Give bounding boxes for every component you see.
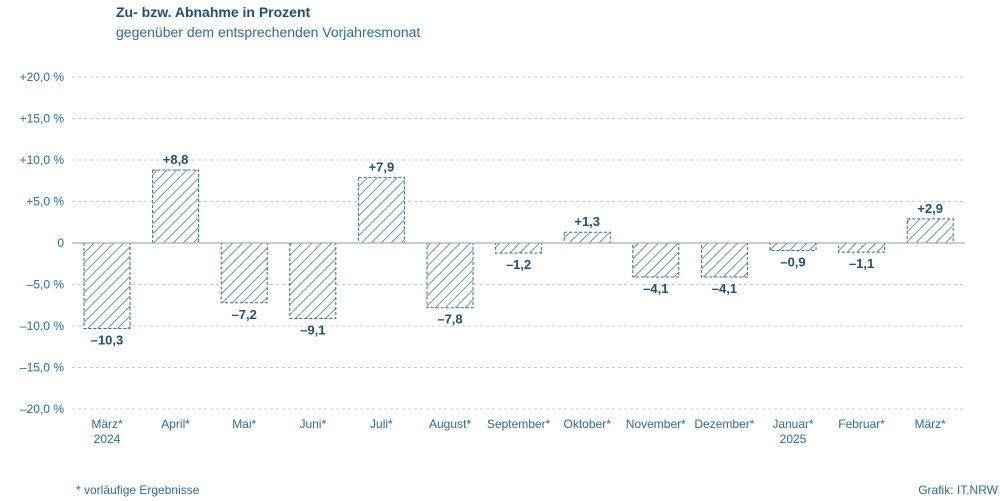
y-tick-label: +15,0 % [20,112,65,126]
data-label: +7,9 [369,159,395,174]
y-tick-label: +10,0 % [20,153,65,167]
data-label: –4,1 [643,281,668,296]
x-tick-label: Mai* [232,417,256,431]
bar [152,169,200,244]
data-label: –10,3 [91,332,124,347]
x-tick-label: August* [429,417,471,431]
source-credit: Grafik: IT.NRW [918,483,998,497]
bar [426,242,474,309]
bar [700,242,748,278]
axes: +20,0 % +15,0 % +10,0 % +5,0 % 0 –5,0 % –10,0 … [20,70,965,446]
y-tick-label: –20,0 % [20,402,64,416]
chart-title: Zu- bzw. Abnahme in Prozent [116,4,311,20]
bar [769,242,817,251]
gridlines [72,76,965,410]
data-label: –1,1 [849,256,874,271]
bar [83,242,131,329]
data-label: +1,3 [574,214,600,229]
bar [357,176,405,244]
x-tick-label: März* [91,417,123,431]
x-tick-label: Februar* [838,417,885,431]
y-tick-label: –10,0 % [20,319,64,333]
y-tick-label: 0 [57,236,64,250]
chart-subtitle: gegenüber dem entsprechenden Vorjahresmo… [116,24,421,40]
x-tick-label: 2024 [94,432,121,446]
x-tick-label: Juni* [299,417,326,431]
bars [83,169,954,329]
data-label: –4,1 [712,281,737,296]
bar [289,242,337,320]
data-label: –0,9 [780,254,805,269]
bar [838,242,886,253]
x-tick-label: Januar* [772,417,814,431]
bar [906,218,954,244]
value-labels: –10,3 +8,8 –7,2 –9,1 +7,9 –7,8 –1,2 +1,3 –4,1 –4,… [91,152,943,348]
data-label: +8,8 [163,152,189,167]
x-tick-label: Juli* [370,417,393,431]
y-tick-label: –5,0 % [27,278,65,292]
data-label: –1,2 [506,257,531,272]
bar [220,242,268,304]
x-tick-label: Dezember* [694,417,754,431]
x-tick-label: März* [915,417,947,431]
y-tick-label: –15,0 % [20,361,64,375]
data-label: –7,2 [232,307,257,322]
bar [495,242,543,254]
x-tick-label: April* [161,417,190,431]
data-label: –9,1 [300,323,325,338]
bar [632,242,680,278]
y-tick-label: +20,0 % [20,70,65,84]
data-label: +2,9 [917,201,943,216]
x-tick-label: Oktober* [564,417,612,431]
x-tick-label: September* [487,417,551,431]
data-label: –7,8 [437,312,462,327]
bar-chart: –10,3 +8,8 –7,2 –9,1 +7,9 –7,8 –1,2 +1,3 –4,1 –4,… [20,70,965,446]
x-tick-label: 2025 [780,432,807,446]
x-tick-label: November* [626,417,686,431]
footnote: * vorläufige Ergebnisse [76,483,200,497]
y-tick-label: +5,0 % [26,195,64,209]
bar [563,231,611,244]
